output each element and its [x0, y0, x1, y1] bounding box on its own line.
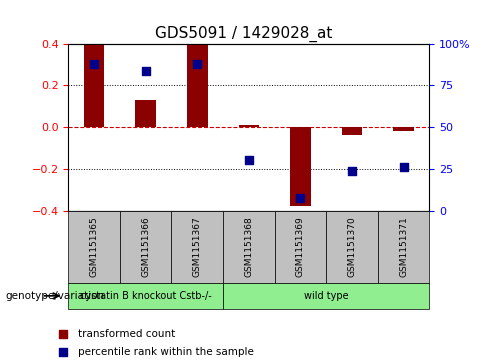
Point — [245, 158, 253, 163]
Point — [193, 61, 201, 68]
Point — [90, 61, 98, 68]
Text: GDS5091 / 1429028_at: GDS5091 / 1429028_at — [155, 25, 333, 42]
Text: percentile rank within the sample: percentile rank within the sample — [78, 347, 254, 357]
Bar — [342, 127, 363, 135]
Point — [60, 349, 67, 355]
Text: genotype/variation: genotype/variation — [5, 291, 104, 301]
Bar — [84, 44, 104, 127]
Bar — [135, 100, 156, 127]
Bar — [239, 125, 259, 127]
Bar — [187, 44, 207, 127]
Text: GSM1151369: GSM1151369 — [296, 216, 305, 277]
Point — [142, 68, 150, 74]
Text: GSM1151368: GSM1151368 — [244, 216, 253, 277]
Text: wild type: wild type — [304, 291, 348, 301]
Text: GSM1151370: GSM1151370 — [347, 216, 357, 277]
Text: GSM1151371: GSM1151371 — [399, 216, 408, 277]
Text: GSM1151365: GSM1151365 — [90, 216, 99, 277]
Point — [400, 164, 407, 170]
Point — [60, 331, 67, 337]
Text: GSM1151367: GSM1151367 — [193, 216, 202, 277]
Text: transformed count: transformed count — [78, 329, 175, 339]
Point — [348, 168, 356, 174]
Text: cystatin B knockout Cstb-/-: cystatin B knockout Cstb-/- — [80, 291, 212, 301]
Bar — [393, 127, 414, 131]
Bar — [290, 127, 311, 206]
Point — [297, 195, 305, 201]
Text: GSM1151366: GSM1151366 — [141, 216, 150, 277]
